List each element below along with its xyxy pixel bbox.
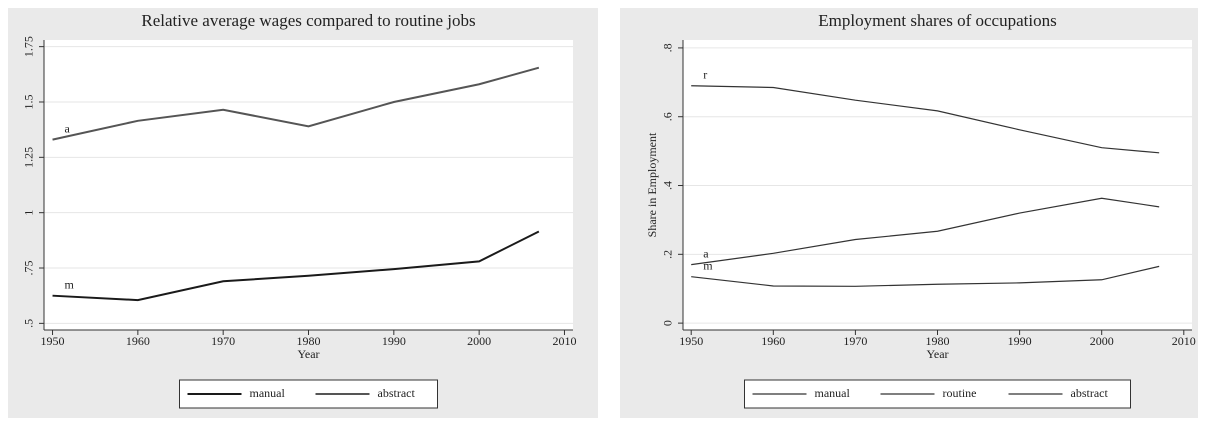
legend-label: manual bbox=[815, 386, 851, 400]
series-label: a bbox=[703, 246, 709, 260]
x-tick-label: 1980 bbox=[297, 334, 321, 348]
chart-title: Relative average wages compared to routi… bbox=[141, 11, 475, 30]
y-tick-label: 1.75 bbox=[22, 36, 36, 57]
legend-label: abstract bbox=[1071, 386, 1109, 400]
x-tick-label: 1980 bbox=[926, 334, 950, 348]
y-axis-title: Share in Employment bbox=[645, 132, 659, 237]
legend-label: abstract bbox=[378, 386, 416, 400]
y-tick-label: .5 bbox=[22, 319, 36, 328]
line-series bbox=[52, 230, 540, 302]
y-tick-label: 1.25 bbox=[22, 147, 36, 168]
y-tick-label: .75 bbox=[22, 261, 36, 276]
chart-title: Employment shares of occupations bbox=[818, 11, 1056, 30]
y-tick-label: 1 bbox=[22, 210, 36, 216]
x-axis-title: Year bbox=[926, 347, 948, 361]
x-tick-label: 1960 bbox=[761, 334, 785, 348]
x-axis-title: Year bbox=[297, 347, 319, 361]
legend-label: manual bbox=[250, 386, 286, 400]
series-label: r bbox=[703, 68, 707, 82]
x-tick-label: 1960 bbox=[126, 334, 150, 348]
y-tick-label: .4 bbox=[661, 181, 675, 190]
series-label: m bbox=[703, 258, 713, 272]
series-label: a bbox=[65, 121, 71, 135]
line-series bbox=[52, 66, 540, 141]
x-tick-label: 1950 bbox=[41, 334, 65, 348]
x-tick-label: 2000 bbox=[1090, 334, 1114, 348]
legend-box bbox=[744, 379, 1131, 409]
y-tick-label: 0 bbox=[661, 320, 675, 326]
x-tick-label: 1970 bbox=[211, 334, 235, 348]
y-tick-label: .8 bbox=[661, 43, 675, 52]
legend-label: routine bbox=[943, 386, 977, 400]
x-tick-label: 1990 bbox=[382, 334, 406, 348]
y-tick-label: .2 bbox=[661, 250, 675, 259]
y-tick-label: .6 bbox=[661, 112, 675, 121]
plot-area bbox=[44, 40, 573, 330]
x-tick-label: 1950 bbox=[679, 334, 703, 348]
line-series bbox=[691, 265, 1160, 287]
x-tick-label: 2000 bbox=[467, 334, 491, 348]
x-tick-label: 1990 bbox=[1008, 334, 1032, 348]
y-tick-label: 1.5 bbox=[22, 94, 36, 109]
x-tick-label: 2010 bbox=[1172, 334, 1196, 348]
line-series bbox=[691, 197, 1160, 266]
line-series bbox=[691, 85, 1160, 154]
plot-area bbox=[683, 40, 1192, 330]
x-tick-label: 1970 bbox=[843, 334, 867, 348]
x-tick-label: 2010 bbox=[552, 334, 576, 348]
series-label: m bbox=[65, 277, 75, 291]
